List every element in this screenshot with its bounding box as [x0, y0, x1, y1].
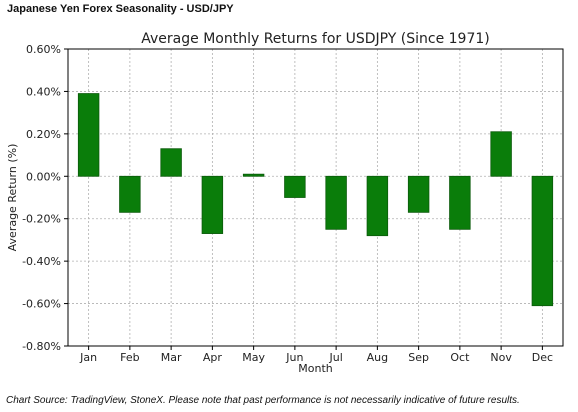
bar-jul: [325, 175, 347, 230]
x-tick-label: Nov: [490, 351, 512, 364]
x-axis-label: Month: [298, 362, 333, 375]
x-tick-label: Jun: [285, 351, 303, 364]
y-tick-label: 0.20%: [26, 128, 61, 141]
bar-feb: [119, 175, 141, 213]
y-tick-label: -0.20%: [22, 213, 61, 226]
y-tick-label: 0.40%: [26, 85, 61, 98]
x-axis-ticks: Jan Feb Mar Apr May Jun Jul Aug Sep Oct Nov Dec: [79, 346, 553, 364]
y-axis-ticks: 0.60% 0.40% 0.20% 0.00% -0.20% -0.40% -0.60% -0…: [22, 43, 68, 353]
x-tick-label: Apr: [203, 351, 223, 364]
bar-oct: [449, 175, 471, 230]
x-tick-label: Mar: [161, 351, 182, 364]
bar-apr: [201, 175, 224, 234]
bar-sep: [407, 175, 430, 213]
bar-nov: [490, 131, 512, 177]
bar-jan: [77, 93, 100, 177]
x-tick-label: Feb: [120, 351, 139, 364]
bar-jun: [284, 175, 306, 198]
x-tick-label: Jul: [328, 351, 342, 364]
plot-frame: [67, 48, 564, 347]
x-tick-label: May: [242, 351, 265, 364]
bar-aug: [366, 175, 389, 237]
bar-may: [242, 173, 265, 177]
bar-mar: [160, 148, 182, 177]
y-axis-label: Average Return (%): [6, 144, 19, 252]
x-tick-label: Jan: [79, 351, 97, 364]
y-tick-label: 0.60%: [26, 43, 61, 56]
y-tick-label: -0.80%: [22, 340, 61, 353]
x-tick-label: Aug: [367, 351, 388, 364]
page-header: Japanese Yen Forex Seasonality - USD/JPY: [7, 3, 234, 15]
y-tick-label: -0.60%: [22, 298, 61, 311]
y-tick-label: 0.00%: [26, 170, 61, 183]
y-tick-label: -0.40%: [22, 255, 61, 268]
x-tick-label: Dec: [532, 351, 553, 364]
x-tick-label: Oct: [450, 351, 470, 364]
chart-title: Average Monthly Returns for USDJPY (Sinc…: [141, 31, 490, 47]
x-tick-label: Sep: [408, 351, 429, 364]
grid-lines: [68, 48, 563, 347]
chart-source-note: Chart Source: TradingView, StoneX. Pleas…: [6, 395, 520, 406]
bar-dec: [531, 175, 554, 307]
bars: [77, 93, 554, 307]
